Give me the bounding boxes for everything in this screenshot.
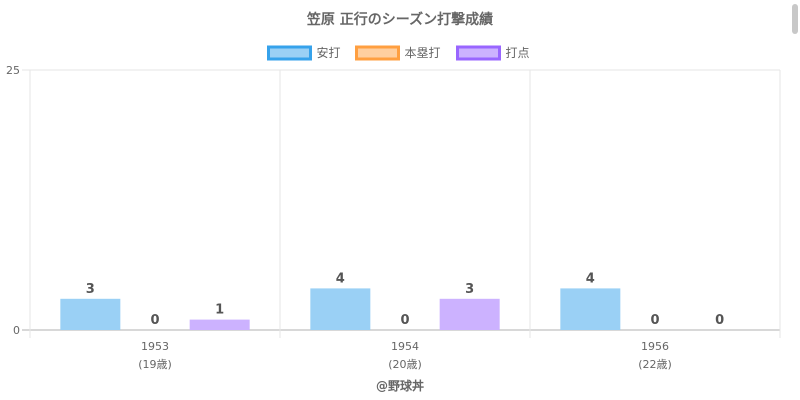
legend-item[interactable]: 安打 (267, 45, 341, 61)
legend-label: 本塁打 (405, 46, 441, 60)
x-tick-label: 1956 (641, 340, 669, 353)
legend-label: 打点 (506, 46, 530, 60)
bar-安打[interactable] (310, 288, 371, 330)
data-label: 0 (715, 313, 724, 328)
x-tick-label: 1954 (391, 340, 419, 353)
legend-swatch (355, 45, 400, 61)
y-tick-label: 0 (13, 324, 20, 337)
legend-swatch (456, 45, 501, 61)
scrollbar[interactable] (792, 4, 798, 34)
data-label: 0 (650, 313, 659, 328)
y-axis: 0 25 (6, 64, 20, 337)
data-label: 0 (150, 313, 159, 328)
x-tick-label: 1953 (141, 340, 169, 353)
grid (22, 69, 781, 338)
y-tick-label: 25 (6, 64, 20, 77)
data-label: 0 (400, 313, 409, 328)
x-tick-sublabel: (20歳) (388, 358, 422, 371)
bar-安打[interactable] (560, 288, 621, 330)
bar-打点[interactable] (189, 319, 250, 330)
data-label: 3 (86, 282, 95, 297)
x-axis: 1953 (19歳) 1954 (20歳) 1956 (22歳) (138, 340, 672, 371)
legend-item[interactable]: 本塁打 (355, 45, 441, 61)
data-label: 4 (586, 271, 595, 286)
footer-credit: @野球丼 (376, 378, 424, 393)
data-label: 3 (465, 282, 474, 297)
data-labels: 3 0 1 4 0 3 4 0 0 (86, 271, 724, 328)
legend-label: 安打 (317, 45, 341, 60)
x-tick-sublabel: (19歳) (138, 358, 172, 371)
bar-打点[interactable] (439, 298, 500, 330)
data-label: 1 (215, 303, 224, 318)
chart-title: 笠原 正行のシーズン打撃成績 (306, 11, 493, 28)
legend-item[interactable]: 打点 (456, 45, 530, 61)
legend: 安打 本塁打 打点 (267, 45, 530, 61)
legend-swatch (267, 45, 312, 61)
bar-安打[interactable] (60, 298, 121, 330)
data-label: 4 (336, 271, 345, 286)
x-tick-sublabel: (22歳) (638, 358, 672, 371)
bars (60, 288, 621, 330)
